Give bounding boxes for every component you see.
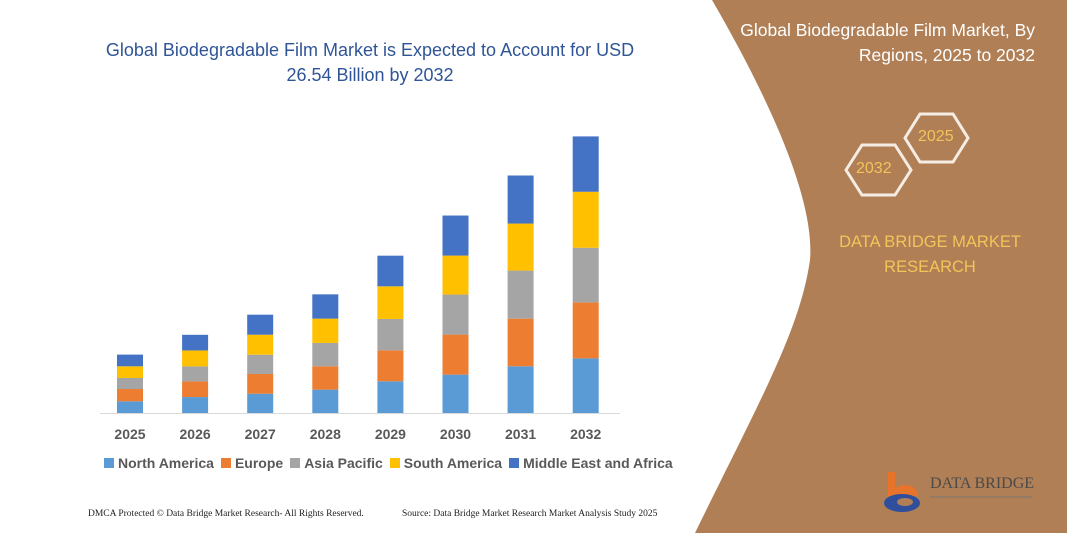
legend-swatch [509,458,520,468]
bar-segment-middle-east-and-africa [312,294,339,319]
x-tick-label: 2027 [245,426,276,442]
bar-segment-middle-east-and-africa [377,255,404,287]
panel-title: Global Biodegradable Film Market, By Reg… [740,20,1035,65]
bar-segment-south-america [572,191,599,248]
bar-segment-europe [312,366,339,390]
bar-segment-middle-east-and-africa [442,215,469,256]
hex-label-2032: 2032 [856,160,892,177]
legend-label: Europe [234,455,284,471]
bar-segment-middle-east-and-africa [182,334,209,351]
bar-segment-europe [442,334,469,375]
bar-segment-europe [572,302,599,359]
bar-segment-asia-pacific [507,270,534,319]
legend-label: North America [118,455,214,471]
bar-segment-south-america [442,255,469,295]
legend-swatch [389,458,400,468]
brand-text: DATA BRIDGE MARKET RESEARCH [839,233,1021,276]
x-tick-label: 2030 [440,426,471,442]
legend-swatch [104,458,114,468]
logo-icon [884,472,920,512]
legend-swatch [220,458,231,468]
bar-segment-europe [117,389,143,402]
bar-segment-middle-east-and-africa [247,314,274,335]
footer-copyright: DMCA Protected © Data Bridge Market Rese… [88,509,364,519]
x-tick-label: 2028 [310,426,341,442]
bar-segment-asia-pacific [247,354,274,375]
bar-segment-north-america [442,374,469,413]
legend-item: Middle East and Africa [509,455,673,471]
bar-segment-north-america [312,389,339,413]
x-tick-label: 2031 [505,426,536,442]
bar-segment-middle-east-and-africa [507,175,534,224]
legend-label: South America [403,455,503,471]
bar-segment-south-america [117,366,143,378]
bar-segment-europe [182,381,209,398]
hex-label-2025: 2025 [918,128,954,145]
bar-segment-middle-east-and-africa [117,354,143,367]
bar-segment-europe [247,374,274,394]
legend-swatch [290,458,301,468]
bar-segment-south-america [507,223,534,271]
legend-item: South America [389,455,503,471]
bar-segment-north-america [182,397,209,413]
bar-segment-middle-east-and-africa [572,136,599,192]
bar-segment-north-america [117,401,143,413]
right-panel [695,0,1067,533]
bar-segment-asia-pacific [377,318,404,351]
hexagon-2032 [844,143,913,197]
x-tick-label: 2032 [570,426,601,442]
bar-segment-south-america [377,286,404,319]
bar-segment-asia-pacific [572,247,599,303]
bar-segment-south-america [312,318,339,343]
bar-segment-asia-pacific [442,294,469,335]
bar-segment-south-america [182,350,209,367]
x-tick-label: 2025 [114,426,145,442]
logo-text: DATA BRIDGE [930,475,1035,492]
chart-title: Global Biodegradable Film Market is Expe… [105,40,635,85]
x-tick-label: 2026 [180,426,211,442]
bar-segment-north-america [377,381,404,413]
legend-label: Middle East and Africa [523,455,673,471]
legend: North America Europe Asia Pacific South … [104,455,673,471]
bar-segment-asia-pacific [182,366,209,382]
legend-label: Asia Pacific [304,455,383,471]
bar-segment-north-america [507,366,534,413]
bar-segment-europe [507,318,534,367]
bar-segment-south-america [247,334,274,355]
x-tick-label: 2029 [375,426,406,442]
hexagon-2025 [903,112,970,164]
bar-segment-asia-pacific [312,342,339,367]
bar-segment-europe [377,350,404,382]
legend-item: Asia Pacific [290,455,383,471]
bar-segment-north-america [572,358,599,413]
legend-item: Europe [220,455,284,471]
bar-segment-asia-pacific [117,377,143,390]
stacked-bar-chart: 2025 2026 2027 2028 2029 2030 2031 2032 [100,136,620,442]
footer-source: Source: Data Bridge Market Research Mark… [402,509,658,519]
bar-segment-north-america [247,393,274,413]
legend-item: North America [104,455,214,471]
